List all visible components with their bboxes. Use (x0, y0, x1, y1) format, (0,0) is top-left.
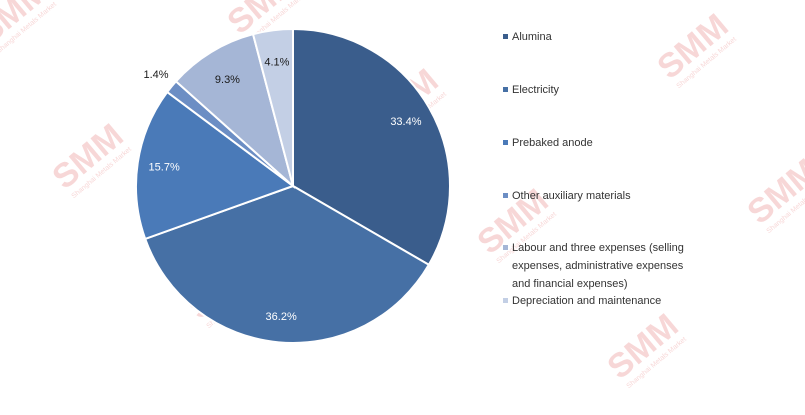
legend-label: Labour and three expenses (selling (512, 242, 684, 254)
legend-swatch (503, 298, 508, 303)
data-label: 15.7% (149, 162, 180, 174)
legend-swatch (503, 140, 508, 145)
legend-label: Prebaked anode (512, 137, 593, 149)
legend-swatch (503, 193, 508, 198)
data-label: 1.4% (143, 69, 168, 81)
legend-swatch (503, 34, 508, 39)
pie-slice-prebaked (135, 90, 296, 241)
legend-label: Alumina (512, 31, 553, 43)
legend-label: and financial expenses) (512, 278, 628, 290)
data-label: 9.3% (215, 74, 240, 86)
pie-slice-alumina (292, 27, 451, 267)
legend-swatch (503, 245, 508, 250)
pie-slice-labour (174, 32, 295, 189)
pie-slice-electricity (143, 184, 431, 344)
watermark-logo-text: SMM (740, 152, 805, 232)
chart-legend: Alumina Electricity Prebaked anode Other au… (503, 31, 684, 307)
legend-label: Depreciation and maintenance (512, 295, 661, 307)
data-label: 4.1% (264, 56, 289, 68)
legend-label: Other auxiliary materials (512, 190, 631, 202)
pie-data-labels: 33.4% 36.2% 15.7% 1.4% 9.3% 4.1% (143, 56, 421, 322)
pie-slice-depreciation (251, 27, 294, 187)
legend-label: expenses, administrative expenses (512, 260, 684, 272)
legend-label: Electricity (512, 84, 560, 96)
data-label: 33.4% (390, 116, 421, 128)
legend-swatch (503, 87, 508, 92)
data-label: 36.2% (266, 311, 297, 323)
pie-slices (135, 27, 451, 344)
